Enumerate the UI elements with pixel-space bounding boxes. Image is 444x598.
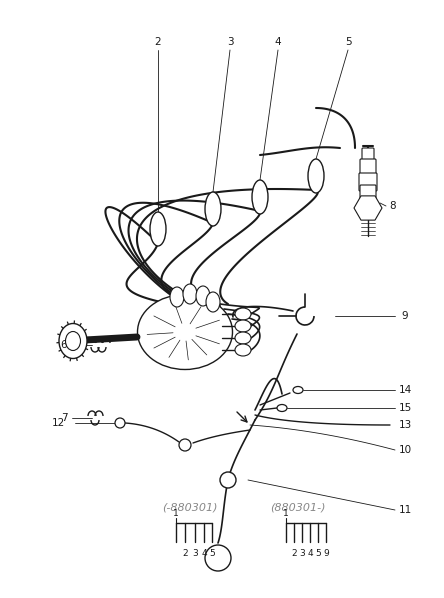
Ellipse shape xyxy=(170,287,184,307)
Text: 11: 11 xyxy=(398,505,412,515)
Text: 1: 1 xyxy=(173,508,179,517)
Text: 2: 2 xyxy=(182,548,188,557)
Ellipse shape xyxy=(235,320,251,332)
Text: 15: 15 xyxy=(398,403,412,413)
Ellipse shape xyxy=(138,294,233,370)
Ellipse shape xyxy=(206,292,220,312)
Text: 5: 5 xyxy=(315,548,321,557)
Text: 10: 10 xyxy=(398,445,412,455)
Text: 14: 14 xyxy=(398,385,412,395)
Ellipse shape xyxy=(150,212,166,246)
Text: 1: 1 xyxy=(283,508,289,517)
FancyBboxPatch shape xyxy=(360,185,376,203)
Text: 2: 2 xyxy=(291,548,297,557)
Ellipse shape xyxy=(277,404,287,411)
Ellipse shape xyxy=(66,331,80,350)
Ellipse shape xyxy=(205,192,221,226)
Ellipse shape xyxy=(293,386,303,393)
Text: 3: 3 xyxy=(227,37,233,47)
FancyBboxPatch shape xyxy=(359,173,377,191)
Ellipse shape xyxy=(59,324,87,358)
Circle shape xyxy=(220,472,236,488)
Text: 4: 4 xyxy=(275,37,281,47)
Ellipse shape xyxy=(235,332,251,344)
Text: 7: 7 xyxy=(61,413,67,423)
Text: 13: 13 xyxy=(398,420,412,430)
Ellipse shape xyxy=(235,308,251,320)
Ellipse shape xyxy=(196,286,210,306)
Text: 12: 12 xyxy=(52,418,65,428)
Text: 3: 3 xyxy=(299,548,305,557)
Text: 5: 5 xyxy=(209,548,215,557)
Ellipse shape xyxy=(183,284,197,304)
FancyBboxPatch shape xyxy=(362,148,374,164)
Text: 5: 5 xyxy=(345,37,351,47)
Circle shape xyxy=(115,418,125,428)
Circle shape xyxy=(179,439,191,451)
Ellipse shape xyxy=(252,180,268,214)
Text: 6: 6 xyxy=(61,340,67,350)
Text: (-880301): (-880301) xyxy=(162,503,218,513)
Circle shape xyxy=(205,545,231,571)
FancyBboxPatch shape xyxy=(360,159,376,179)
Text: 9: 9 xyxy=(402,311,408,321)
Text: 8: 8 xyxy=(390,201,396,211)
Text: 4: 4 xyxy=(201,548,207,557)
Ellipse shape xyxy=(308,159,324,193)
Text: 4: 4 xyxy=(307,548,313,557)
Text: 9: 9 xyxy=(323,548,329,557)
Ellipse shape xyxy=(235,344,251,356)
Text: 2: 2 xyxy=(155,37,161,47)
Text: (880301-): (880301-) xyxy=(270,503,326,513)
Text: 3: 3 xyxy=(192,548,198,557)
